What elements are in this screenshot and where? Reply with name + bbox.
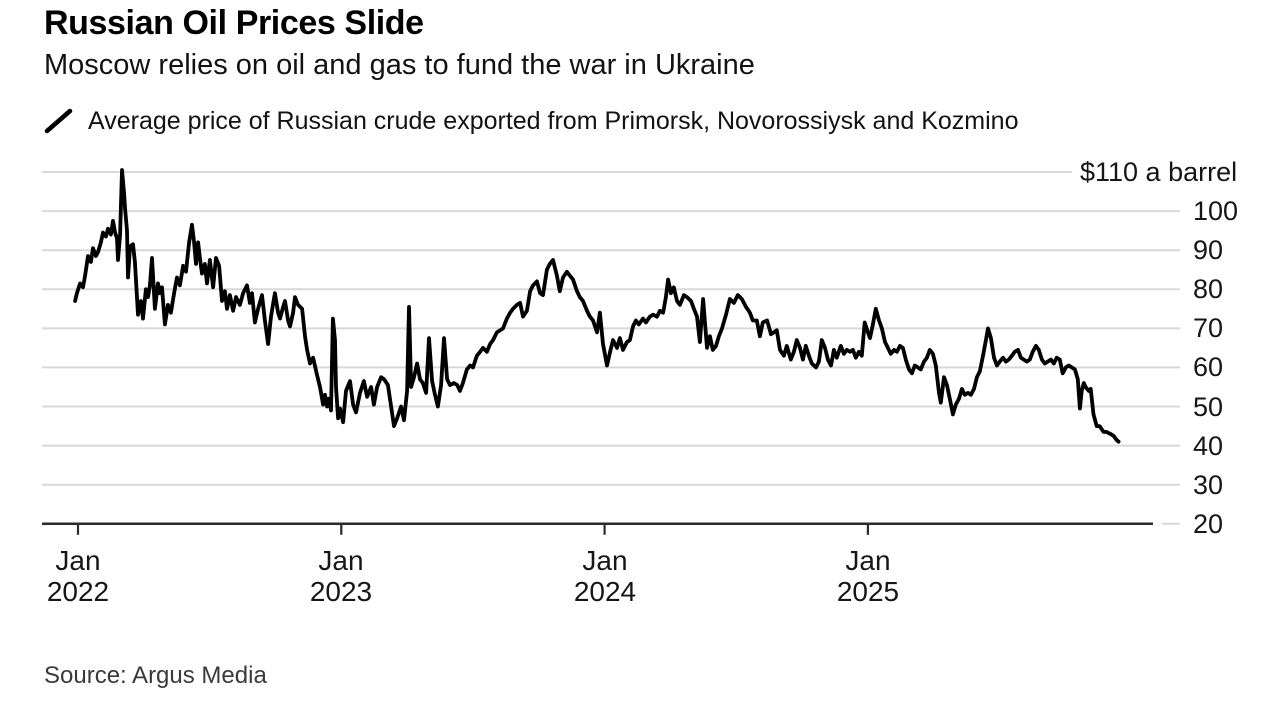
y-axis-unit-label: $110 a barrel (1080, 157, 1238, 187)
y-tick-label: 30 (1193, 470, 1224, 500)
y-tick-label: 70 (1193, 313, 1224, 343)
legend-label: Average price of Russian crude exported … (88, 106, 1019, 135)
price-line-series (73, 168, 1121, 444)
x-tick-label: Jan 2025 (793, 545, 943, 607)
y-tick-label: 60 (1193, 352, 1224, 382)
y-tick-label: 50 (1193, 392, 1224, 422)
x-tick-year: 2023 (309, 576, 373, 607)
legend: Average price of Russian crude exported … (44, 106, 1018, 136)
x-tick-label: Jan 2022 (3, 545, 153, 607)
x-tick-year: 2025 (836, 576, 900, 607)
x-tick-label: Jan 2024 (530, 545, 680, 607)
line-series-key-icon (44, 108, 73, 134)
y-tick-label: 100 (1193, 196, 1239, 226)
y-tick-label: 20 (1193, 509, 1224, 539)
x-tick-year: 2024 (573, 576, 637, 607)
x-tick-label: Jan 2023 (266, 545, 416, 607)
source-note: Source: Argus Media (44, 662, 267, 689)
x-tick-year: 2022 (46, 576, 110, 607)
chart-title: Russian Oil Prices Slide (44, 4, 424, 42)
y-tick-label: 40 (1193, 431, 1224, 461)
chart-subtitle: Moscow relies on oil and gas to fund the… (44, 49, 755, 81)
x-tick-month: Jan (845, 545, 891, 576)
y-tick-label: 90 (1193, 235, 1224, 265)
x-tick-month: Jan (582, 545, 628, 576)
x-tick-month: Jan (318, 545, 364, 576)
x-tick-month: Jan (55, 545, 101, 576)
y-tick-label: 80 (1193, 274, 1224, 304)
